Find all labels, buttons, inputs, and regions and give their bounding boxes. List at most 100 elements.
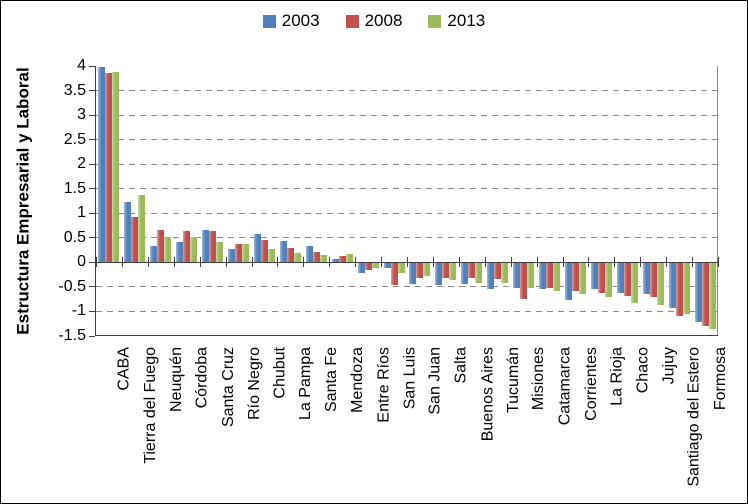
category-tick <box>562 257 564 268</box>
y-tick-label: 2.5 <box>63 130 86 148</box>
plot-area: 4 3.5 3 2.5 2 1.5 1 0.5 0 -0.5 -1 -1.5 CABA Tierra de… <box>58 58 729 487</box>
gridline <box>96 188 718 190</box>
bar-2003 <box>228 248 236 263</box>
y-axis-line <box>95 66 96 336</box>
category-tick <box>510 257 512 268</box>
y-tick-label: 0 <box>77 253 86 271</box>
legend-label: 2003 <box>281 11 320 30</box>
gridline <box>96 237 718 239</box>
x-category-label: CABA <box>115 347 133 391</box>
gridline <box>96 114 718 116</box>
category-tick <box>536 257 538 268</box>
legend-swatch <box>262 14 276 28</box>
bar-2003 <box>590 263 598 289</box>
x-category-label: Catamarca <box>556 347 574 426</box>
bar-2003 <box>409 263 417 285</box>
y-axis-tick <box>89 261 95 263</box>
y-axis-tick <box>89 139 95 141</box>
x-category-label: Chubut <box>271 347 289 399</box>
bar-2008 <box>546 263 554 288</box>
x-category-label: La Pampa <box>297 347 315 420</box>
bar-2003 <box>461 263 469 285</box>
bar-2008 <box>675 263 683 316</box>
bar-2008 <box>286 248 294 263</box>
bar-2003 <box>331 258 339 263</box>
category-tick <box>147 257 149 268</box>
bar-2013 <box>527 263 535 288</box>
bar-2013 <box>423 263 431 277</box>
x-category-label: Salta <box>452 347 470 384</box>
bar-2008 <box>597 263 605 293</box>
x-category-label: Mendoza <box>349 347 367 413</box>
bar-2008 <box>312 252 320 263</box>
y-tick-label: 0.5 <box>63 228 86 246</box>
y-axis-tick <box>89 286 95 288</box>
bar-2013 <box>267 249 275 263</box>
x-category-label: Río Negro <box>245 347 263 420</box>
bar-2003 <box>616 263 624 293</box>
x-category-label: Jujuy <box>660 347 678 385</box>
bar-2013 <box>604 263 612 298</box>
category-tick <box>199 257 201 268</box>
category-tick <box>484 257 486 268</box>
category-tick <box>225 257 227 268</box>
y-axis-tick <box>89 188 95 190</box>
category-tick <box>432 257 434 268</box>
y-tick-label: -1.5 <box>58 327 86 344</box>
bar-2003 <box>305 246 313 263</box>
bar-2003 <box>357 263 365 274</box>
legend-swatch <box>345 14 359 28</box>
bar-2008 <box>157 229 165 263</box>
bar-2008 <box>494 263 502 280</box>
bar-2008 <box>571 263 579 292</box>
legend-label: 2013 <box>447 11 486 30</box>
bar-2003 <box>539 263 547 289</box>
x-category-label: Buenos Aires <box>478 347 496 442</box>
y-axis-tick <box>89 163 95 165</box>
bar-2013 <box>112 72 120 263</box>
legend-item-2003: 2003 <box>262 11 320 31</box>
x-category-label: La Rioja <box>608 347 626 406</box>
bar-2013 <box>164 236 172 263</box>
bar-2003 <box>642 263 650 295</box>
bar-2013 <box>708 263 716 329</box>
bar-2008 <box>364 263 372 270</box>
category-tick <box>666 257 668 268</box>
bar-2013 <box>553 263 561 291</box>
bar-2013 <box>501 263 509 283</box>
category-tick <box>381 257 383 268</box>
category-tick <box>614 257 616 268</box>
bar-2013 <box>138 194 146 263</box>
gridline <box>96 90 718 92</box>
x-category-label: San Juan <box>426 347 444 415</box>
y-tick-label: 4 <box>77 57 86 74</box>
y-axis-tick <box>89 237 95 239</box>
bar-2003 <box>150 245 158 263</box>
y-axis-title-text: Estructura Empresarial y Laboral <box>14 67 34 335</box>
gridline <box>96 310 718 312</box>
plot-right-border <box>717 66 718 336</box>
x-category-label: Entre Ríos <box>375 347 393 423</box>
bar-2008 <box>235 243 243 263</box>
legend-item-2013: 2013 <box>428 11 485 31</box>
category-tick <box>329 257 331 268</box>
x-category-label: Tierra del Fuego <box>141 347 159 464</box>
category-tick <box>407 257 408 268</box>
category-tick <box>355 257 357 268</box>
y-tick-label: 3 <box>77 106 86 124</box>
x-category-label: Chaco <box>634 347 652 394</box>
category-tick <box>173 257 175 268</box>
category-tick <box>718 257 719 268</box>
category-tick <box>588 257 590 268</box>
category-tick <box>458 257 460 268</box>
bar-2013 <box>190 237 198 263</box>
y-axis-tick <box>89 212 95 214</box>
x-category-label: Santiago del Estero <box>686 347 704 487</box>
category-tick <box>251 257 253 268</box>
bar-2003 <box>487 263 495 290</box>
bar-2008 <box>260 240 268 263</box>
bar-2013 <box>242 243 250 263</box>
y-tick-label: 1.5 <box>63 179 86 197</box>
bar-2013 <box>682 263 690 314</box>
